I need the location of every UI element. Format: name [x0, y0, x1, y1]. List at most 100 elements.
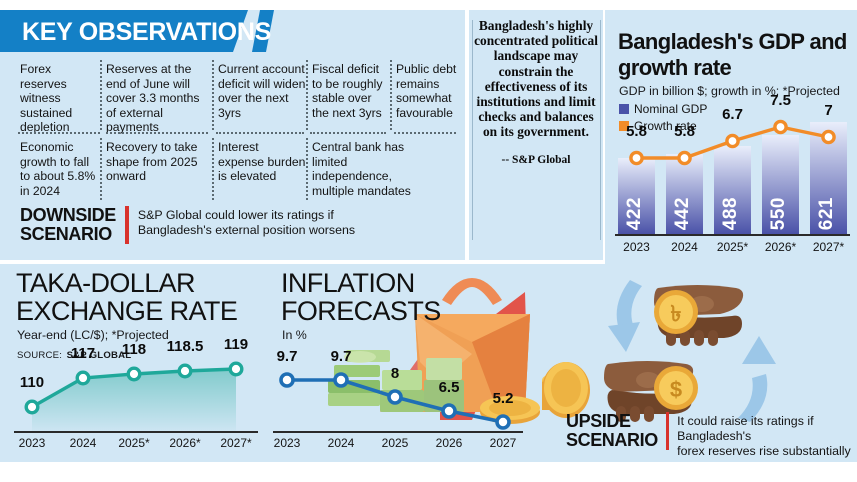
- legend-label-nominal-gdp: Nominal GDP: [634, 102, 708, 116]
- gdp-axis-label: 2027*: [812, 240, 845, 254]
- downside-title-line1: DOWNSIDE: [20, 205, 116, 225]
- upside-title: UPSIDE SCENARIO: [566, 412, 658, 450]
- inflation-illustration: [328, 278, 590, 424]
- downside-body-line1: S&P Global could lower its ratings if: [137, 208, 334, 222]
- divider: [394, 132, 456, 134]
- gdp-axis-label: 2023: [623, 240, 650, 254]
- taka-axis-label: 2023: [18, 436, 46, 450]
- taka-subtitle: Year-end (LC/$); *Projected: [17, 328, 169, 342]
- divider: [100, 138, 102, 200]
- observation-item: Recovery to take shape from 2025 onward: [106, 140, 198, 184]
- observation-item: Central bank has limited independence, m…: [312, 140, 411, 198]
- divider: [18, 132, 100, 134]
- gdp-axis-line: [615, 234, 850, 236]
- inflation-axis-label: 2024: [327, 436, 355, 450]
- quote-source: -- S&P Global: [501, 153, 571, 166]
- taka-axis-label: 2025*: [118, 436, 150, 450]
- taka-axis-label: 2027*: [220, 436, 252, 450]
- downside-accent-bar: [124, 206, 129, 244]
- observation-item: Interest expense burden is elevated: [218, 140, 306, 184]
- gdp-axis-label: 2025*: [716, 240, 749, 254]
- growth-rate-value: 7.5: [770, 92, 791, 109]
- divider: [306, 60, 308, 130]
- key-observations-header: KEY OBSERVATIONS: [0, 10, 300, 52]
- legend-label-growth-rate: Growth rate: [634, 119, 697, 133]
- upside-scenario: UPSIDE SCENARIO It could raise its ratin…: [566, 412, 857, 458]
- inflation-axis-label: 2027: [489, 436, 517, 450]
- inflation-axis-label: 2023: [273, 436, 301, 450]
- gdp-axis-label: 2024: [671, 240, 698, 254]
- gdp-growth-line: [629, 119, 836, 166]
- inflation-value-label: 8: [390, 365, 400, 382]
- upside-accent-bar: [665, 412, 670, 450]
- gdp-bars: 422 442 488 550 621: [605, 10, 857, 270]
- header-banner-shape: [0, 10, 248, 52]
- divider: [212, 138, 214, 200]
- quote-block: Bangladesh's highly concentrated politic…: [470, 18, 602, 253]
- growth-rate-value: 6.7: [722, 106, 743, 123]
- divider: [212, 60, 214, 130]
- money-stack-icon: [328, 350, 464, 412]
- inflation-value-label: 9.7: [330, 348, 352, 365]
- inflation-title-line1: INFLATION: [281, 268, 415, 298]
- taka-symbol: ৳: [671, 301, 682, 326]
- inflation-line-svg: [279, 372, 511, 430]
- source-name: S&P GLOBAL: [66, 350, 132, 361]
- growth-rate-value: 5.8: [626, 123, 647, 140]
- divider: [310, 132, 386, 134]
- taka-dollar-chart: TAKA-DOLLAR EXCHANGE RATE Year-end (LC/$…: [0, 264, 268, 462]
- inflation-value-label: 9.7: [276, 348, 298, 365]
- upside-body-line1: It could raise its ratings if Bangladesh…: [677, 414, 814, 443]
- upside-body-line2: forex reserves rise substantially: [677, 443, 851, 458]
- taka-value-label: 117: [70, 345, 96, 362]
- observation-item: Forex reserves witness sustained depleti…: [20, 62, 73, 135]
- upside-title-line1: UPSIDE: [566, 411, 631, 431]
- upside-title-line2: SCENARIO: [566, 430, 658, 450]
- inflation-axis-line: [273, 431, 523, 433]
- legend-swatch-growth-rate: [619, 121, 629, 131]
- observation-item: Fiscal deficit to be roughly stable over…: [312, 62, 383, 120]
- observation-item: Reserves at the end of June will cover 3…: [106, 62, 200, 135]
- divider: [306, 138, 308, 200]
- arrow-up-icon: [738, 374, 768, 422]
- taka-value-label: 110: [19, 374, 45, 391]
- gdp-bar: [618, 158, 655, 234]
- downside-title-line2: SCENARIO: [20, 224, 112, 244]
- gdp-bar: [666, 154, 703, 234]
- hand-taka-icon: ৳: [654, 285, 744, 346]
- taka-axis-line: [14, 431, 258, 433]
- inflation-subtitle: In %: [282, 328, 307, 342]
- taka-title-line2: EXCHANGE RATE: [16, 296, 238, 326]
- taka-title-line1: TAKA-DOLLAR: [16, 268, 196, 298]
- quote-panel: [469, 10, 603, 260]
- divider: [216, 132, 304, 134]
- inflation-chart: INFLATION FORECASTS In % 9.7 9.7 8 6.5 5…: [265, 264, 540, 462]
- arrow-down-icon: [616, 280, 642, 332]
- hand-dollar-icon: $: [604, 361, 698, 422]
- currency-exchange-illustration: ৳ $: [604, 280, 776, 422]
- growth-rate-value: 5.8: [674, 123, 695, 140]
- gdp-subtitle: GDP in billion $; growth in %; *Projecte…: [619, 84, 840, 98]
- inflation-title-line2: FORECASTS: [281, 296, 441, 326]
- gdp-title-line2: growth rate: [618, 55, 732, 80]
- coin-stack-icon: [480, 362, 590, 424]
- quote-rule-left: [472, 20, 473, 240]
- observation-item: Economic growth to fall to about 5.8% in…: [20, 140, 96, 198]
- source-label: SOURCE:: [17, 350, 63, 361]
- inflation-value-label: 6.5: [438, 379, 460, 396]
- gdp-bar: [762, 135, 799, 234]
- quote-text: Bangladesh's highly concentrated politic…: [474, 18, 598, 140]
- downside-body-line2: Bangladesh's external position worsens: [137, 222, 356, 237]
- inflation-axis-label: 2025: [381, 436, 409, 450]
- taka-value-label: 119: [223, 336, 249, 353]
- taka-axis-label: 2026*: [169, 436, 201, 450]
- gdp-bar: [714, 146, 751, 234]
- divider: [390, 60, 392, 130]
- gdp-chart: Bangladesh's GDP and growth rate GDP in …: [605, 10, 857, 270]
- inflation-value-label: 5.2: [492, 390, 514, 407]
- growth-rate-value: 7: [824, 102, 833, 119]
- gdp-axis-label: 2026*: [764, 240, 797, 254]
- downside-title: DOWNSIDE SCENARIO: [20, 206, 116, 244]
- dollar-symbol: $: [670, 377, 682, 402]
